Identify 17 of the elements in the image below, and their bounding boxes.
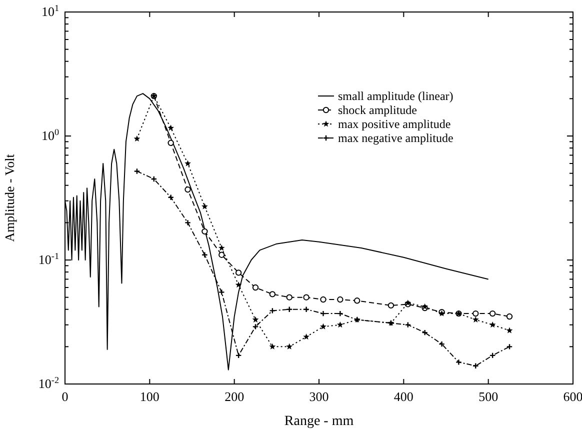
- x-tick-label: 300: [309, 389, 329, 404]
- x-tick-label: 100: [140, 389, 160, 404]
- legend-label: max positive amplitude: [338, 117, 451, 131]
- x-tick-label: 500: [478, 389, 498, 404]
- legend-label: max negative amplitude: [338, 131, 454, 145]
- x-tick-label: 0: [62, 389, 68, 404]
- legend-label: small amplitude (linear): [338, 89, 454, 103]
- y-tick-label: 10$^{-1}$: [38, 251, 59, 267]
- y-tick-label: 10$^{1}$: [41, 3, 59, 19]
- y-tick-label: 10$^{0}$: [41, 127, 60, 143]
- x-tick-label: 400: [394, 389, 414, 404]
- y-tick-label: 10$^{-2}$: [38, 375, 60, 391]
- legend-label: shock amplitude: [338, 103, 417, 117]
- x-tick-label: 200: [224, 389, 244, 404]
- x-axis-title: Range - mm: [284, 414, 354, 429]
- x-tick-label: 600: [563, 389, 582, 404]
- y-axis-title: Amplitude - Volt: [2, 154, 17, 242]
